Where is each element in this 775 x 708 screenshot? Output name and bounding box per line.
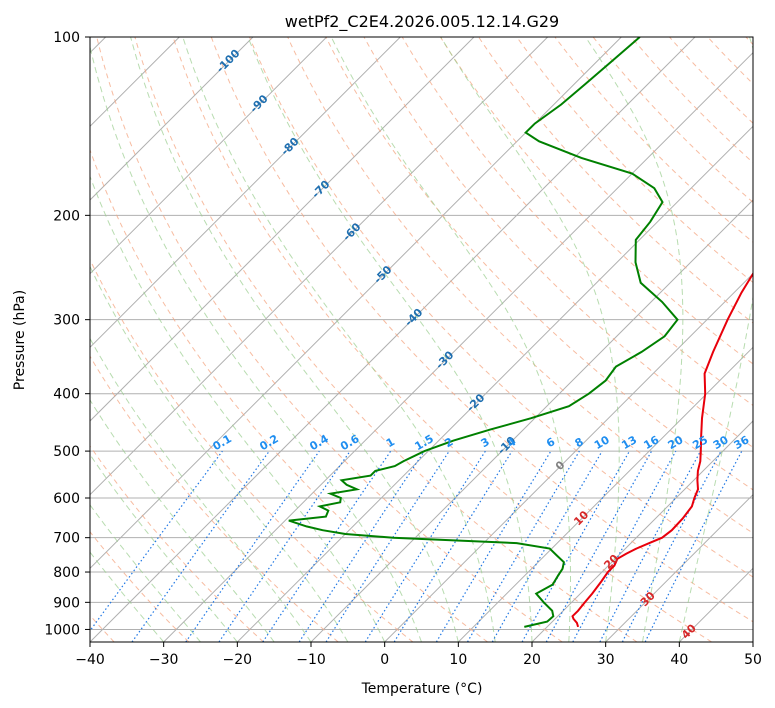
mixing-ratio-line bbox=[393, 450, 513, 642]
temperature-profile-line bbox=[571, 271, 753, 628]
dry-adiabat-line bbox=[90, 530, 190, 642]
dry-adiabat-line bbox=[439, 37, 753, 365]
y-tick-label: 900 bbox=[53, 595, 80, 611]
moist-adiabat-line bbox=[440, 37, 620, 642]
dry-adiabat-line bbox=[401, 37, 753, 407]
isotherm-line bbox=[90, 37, 401, 349]
isotherm-line bbox=[310, 199, 753, 642]
moist-adiabat-line bbox=[90, 265, 349, 642]
profiles-layer bbox=[288, 37, 753, 628]
x-axis-title: Temperature (°C) bbox=[361, 681, 483, 697]
x-tick-label: 20 bbox=[523, 652, 541, 668]
x-tick-label: −40 bbox=[75, 652, 105, 668]
mixing-ratio-line bbox=[545, 450, 653, 642]
dry-adiabat-line bbox=[363, 37, 753, 448]
mixing-ratio-line bbox=[218, 450, 351, 642]
x-tick-label: 0 bbox=[380, 652, 389, 668]
isotherm-line bbox=[90, 37, 549, 496]
x-tick-label: 50 bbox=[744, 652, 762, 668]
moist-adiabat-line bbox=[330, 37, 571, 642]
y-tick-label: 600 bbox=[53, 491, 80, 507]
dry-adiabat-line bbox=[325, 37, 753, 491]
dry-adiabat-line bbox=[554, 37, 753, 243]
y-tick-label: 400 bbox=[53, 387, 80, 403]
mixing-ratio-line bbox=[185, 450, 320, 642]
dry-adiabat-line bbox=[134, 37, 638, 642]
y-tick-label: 100 bbox=[53, 30, 80, 46]
dry-adiabat-line bbox=[90, 355, 339, 642]
moist-adiabat-line bbox=[130, 37, 459, 642]
mixing-ratio-line bbox=[325, 450, 450, 642]
y-tick-label: 200 bbox=[53, 208, 80, 224]
y-tick-label: 300 bbox=[53, 313, 80, 329]
x-tick-label: −10 bbox=[296, 652, 326, 668]
dry-adiabat-line bbox=[630, 37, 753, 164]
x-tick-label: 40 bbox=[670, 652, 688, 668]
y-axis-title: Pressure (hPa) bbox=[12, 290, 28, 390]
mixing-ratio-line bbox=[131, 450, 270, 642]
moist-adiabat-line bbox=[678, 37, 753, 642]
mixing-ratio-line bbox=[364, 450, 486, 642]
moist-adiabat-line bbox=[90, 44, 422, 642]
dry-adiabat-line bbox=[90, 258, 414, 642]
isotherm-line bbox=[605, 493, 753, 642]
y-tick-label: 500 bbox=[53, 444, 80, 460]
isotherm-line bbox=[90, 37, 696, 642]
moist-adiabat-line bbox=[90, 175, 386, 642]
isotherm-line bbox=[90, 37, 328, 275]
mixing-ratio-line bbox=[521, 450, 631, 642]
isotherm-line bbox=[531, 420, 753, 642]
y-tick-label: 1000 bbox=[44, 622, 80, 638]
dry-adiabat-line bbox=[96, 37, 563, 642]
dry-adiabat-line bbox=[516, 37, 753, 284]
moist-adiabat-line bbox=[90, 453, 238, 642]
chart-title: wetPf2_C2E4.2026.005.12.14.G29 bbox=[285, 12, 559, 32]
moist-adiabat-line bbox=[585, 37, 684, 642]
dry-adiabat-line bbox=[249, 37, 753, 578]
x-tick-label: 10 bbox=[449, 652, 467, 668]
x-tick-label: −30 bbox=[149, 652, 179, 668]
plot-frame bbox=[89, 36, 754, 643]
dry-adiabat-line bbox=[210, 37, 753, 623]
y-tick-label: 800 bbox=[53, 565, 80, 581]
axes: −40 −30 −20 −10 0 10 20 30 40 50 100 200 300 400 500 60… bbox=[44, 30, 762, 668]
isotherm-line bbox=[163, 51, 753, 642]
dry-adiabat-line bbox=[592, 37, 753, 204]
mixing-ratio-line bbox=[466, 450, 580, 642]
dewpoint-profile-line bbox=[288, 37, 679, 628]
dry-adiabat-line bbox=[287, 37, 753, 534]
x-tick-label: −20 bbox=[223, 652, 253, 668]
isotherm-line bbox=[90, 37, 475, 422]
isotherm-line bbox=[236, 125, 753, 642]
isotherm-line bbox=[457, 346, 753, 642]
isotherm-line bbox=[90, 37, 254, 201]
mixing-ratio-line bbox=[572, 450, 677, 642]
y-tick-label: 700 bbox=[53, 531, 80, 547]
moist-adiabat-line bbox=[90, 504, 201, 642]
mixing-ratio-line bbox=[90, 450, 223, 632]
isopleth-layer bbox=[90, 37, 753, 642]
mixing-ratio-line bbox=[435, 450, 552, 642]
x-tick-label: 30 bbox=[597, 652, 615, 668]
mixing-ratio-line bbox=[491, 450, 603, 642]
moist-adiabat-line bbox=[247, 37, 533, 642]
